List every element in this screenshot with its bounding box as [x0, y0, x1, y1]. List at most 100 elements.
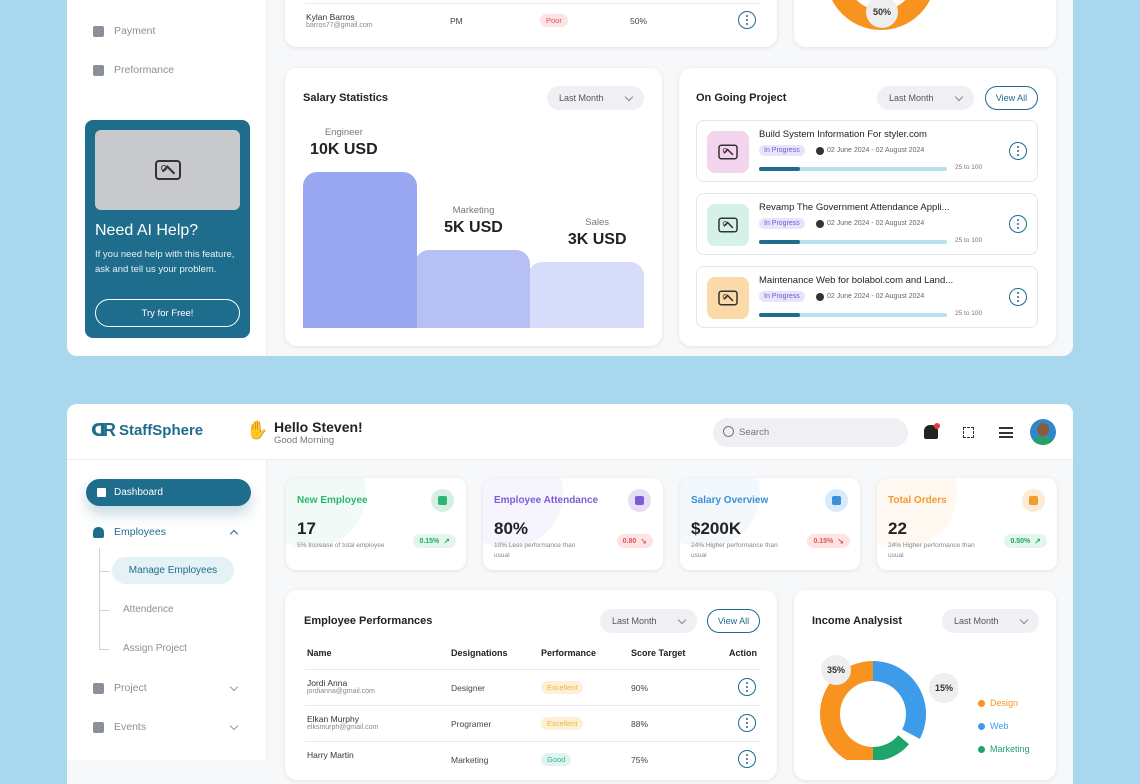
folder-icon — [93, 682, 104, 694]
fullscreen-icon[interactable] — [963, 427, 974, 438]
legend-label: Web — [990, 721, 1009, 731]
stat-trend-value: 0.80 — [622, 537, 637, 545]
project-progress-track — [759, 313, 947, 317]
project-thumbnail — [707, 131, 749, 173]
stat-card: Salary Overview $200K 24% Higher performan… — [680, 478, 860, 570]
income-title: Income Analysist — [812, 615, 903, 627]
performances-filter-dropdown[interactable]: Last Month — [600, 609, 697, 633]
chevron-down-icon — [954, 92, 964, 101]
more-options-icon[interactable] — [738, 678, 756, 696]
project-status-badge: In Progress — [759, 218, 805, 229]
trend-up-icon: ↗ — [1034, 536, 1041, 546]
sidebar-item-events[interactable]: Events — [93, 721, 146, 733]
sidebar-item-performance[interactable]: Preformance — [93, 64, 174, 76]
project-item[interactable]: Build System Information For styler.com I… — [696, 120, 1038, 182]
project-thumbnail — [707, 204, 749, 246]
legend-dot — [978, 745, 985, 753]
performance-badge: Excellent — [541, 681, 584, 694]
ongoing-filter-dropdown[interactable]: Last Month — [877, 86, 974, 110]
column-header-performance: Performance — [541, 648, 597, 658]
more-options-icon[interactable] — [1009, 288, 1027, 306]
ai-help-title: Need AI Help? — [95, 222, 199, 239]
top-performance-card — [285, 0, 777, 47]
employee-designation: Marketing — [451, 755, 489, 765]
submenu-assign-project[interactable]: Assign Project — [123, 643, 187, 654]
dashboard-icon — [97, 488, 106, 497]
salary-filter-dropdown[interactable]: Last Month — [547, 86, 644, 110]
sub-greeting: Good Morning — [274, 435, 335, 446]
project-dates: 02 June 2024 - 02 August 2024 — [827, 293, 925, 300]
employee-name: Jordi Anna — [307, 678, 348, 688]
view-all-button[interactable]: View All — [985, 86, 1038, 110]
clock-icon — [816, 293, 824, 301]
ai-help-image-placeholder — [95, 130, 240, 210]
salary-bar-value: 10K USD — [310, 141, 378, 158]
tree-branch — [99, 610, 109, 611]
score-target: 88% — [631, 719, 649, 729]
sidebar-item-employees[interactable]: Employees — [93, 526, 166, 538]
avatar[interactable] — [1030, 419, 1056, 445]
stat-trend-badge: 0.15% ↘ — [807, 534, 850, 548]
more-options-icon[interactable] — [738, 11, 756, 29]
view-all-button[interactable]: View All — [707, 609, 760, 633]
menu-icon[interactable] — [999, 427, 1013, 438]
ai-help-card: Need AI Help? If you need help with this… — [85, 120, 250, 338]
legend-label: Design — [990, 698, 1019, 708]
more-options-icon[interactable] — [1009, 215, 1027, 233]
try-for-free-button[interactable]: Try for Free! — [95, 299, 240, 327]
employee-designation: PM — [450, 16, 463, 26]
table-row-divider — [305, 669, 760, 670]
search-bar[interactable] — [713, 418, 908, 447]
project-item[interactable]: Maintenance Web for bolabol.com and Land… — [696, 266, 1038, 328]
notification-dot — [934, 423, 940, 429]
top-header — [67, 404, 1073, 460]
sidebar-item-payment[interactable]: Payment — [93, 25, 155, 37]
clock-icon — [816, 147, 824, 155]
legend-item: Web — [978, 721, 1008, 731]
stat-card: Employee Attendance 80% 10% Less performan… — [483, 478, 663, 570]
sidebar-item-dashboard[interactable]: Dashboard — [86, 479, 251, 506]
stat-description: 24% Higher performance than usual — [888, 542, 975, 559]
stat-description: 24% Higher performance than usual — [691, 542, 778, 559]
score-target: 90% — [631, 683, 649, 693]
stat-trend-value: 0.50% — [1010, 537, 1031, 545]
performance-badge: Excellent — [541, 717, 584, 730]
stat-value: $200K — [691, 519, 742, 538]
score-target: 50% — [630, 16, 648, 26]
more-options-icon[interactable] — [738, 750, 756, 768]
image-icon — [718, 144, 738, 160]
avatar-body — [1033, 436, 1053, 445]
sidebar-item-label: Project — [114, 682, 147, 694]
sidebar-item-label: Employees — [114, 526, 166, 538]
table-row-divider — [305, 705, 760, 706]
chart-icon — [93, 64, 104, 76]
table-row — [0, 741, 1, 742]
stat-trend-badge: 0.50% ↗ — [1004, 534, 1047, 548]
donut-label-bubble — [821, 655, 851, 685]
project-item[interactable]: Revamp The Government Attendance Appli..… — [696, 193, 1038, 255]
tree-branch — [99, 571, 109, 572]
submenu-manage-employees[interactable]: Manage Employees — [112, 557, 234, 584]
project-progress-text: 25 to 100 — [955, 237, 983, 244]
search-input[interactable] — [739, 424, 899, 441]
menu-line — [999, 431, 1013, 434]
legend-dot — [978, 722, 985, 730]
salary-chart: Engineer 10K USD Marketing 5K USD Sales 3K US… — [303, 120, 644, 328]
project-progress-fill — [759, 313, 800, 317]
notification-bell-icon[interactable] — [924, 423, 940, 439]
submenu-attendence[interactable]: Attendence — [123, 604, 174, 615]
image-icon — [718, 217, 738, 233]
top-income-card: 50% — [794, 0, 1056, 47]
brand-name: StaffSphere — [118, 422, 204, 439]
salary-bar — [528, 262, 644, 328]
sidebar-item-project[interactable]: Project — [93, 682, 147, 694]
stat-icon-glyph — [832, 496, 841, 505]
user-icon — [93, 526, 104, 538]
salary-bar-category: Marketing — [452, 205, 495, 216]
salary-bar — [414, 250, 531, 328]
income-filter-dropdown[interactable]: Last Month — [942, 609, 1039, 633]
submenu-tree-line — [99, 548, 100, 650]
employee-designation: Designer — [451, 683, 486, 693]
more-options-icon[interactable] — [1009, 142, 1027, 160]
more-options-icon[interactable] — [738, 714, 756, 732]
